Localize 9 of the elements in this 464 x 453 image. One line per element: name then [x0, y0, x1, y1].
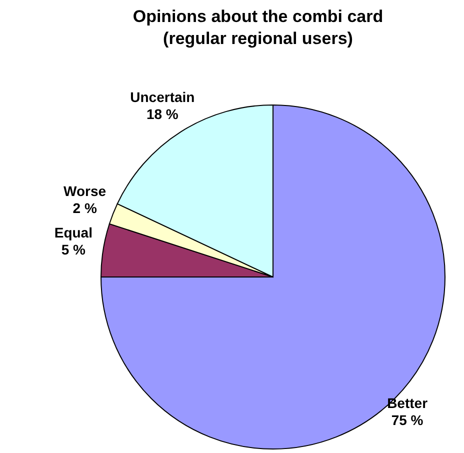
- chart-title: Opinions about the combi card (regular regional users): [132, 7, 384, 48]
- slice-label: Uncertain: [130, 89, 195, 106]
- slice-label: Equal: [54, 224, 92, 241]
- data-label: 18 %: [146, 106, 179, 122]
- data-label: 5 %: [61, 242, 86, 258]
- data-label: 75 %: [391, 412, 424, 428]
- slice-label: Worse: [64, 182, 106, 199]
- slice-label: Better: [387, 394, 428, 411]
- data-label: 2 %: [72, 200, 98, 216]
